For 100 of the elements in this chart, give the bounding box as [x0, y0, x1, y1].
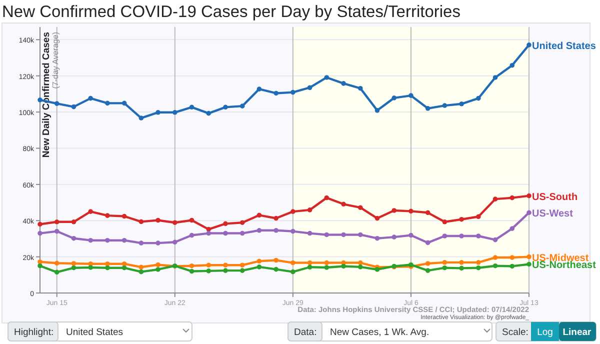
- point: [307, 85, 312, 90]
- point: [341, 202, 346, 207]
- point: [71, 265, 76, 270]
- point: [526, 193, 532, 198]
- point: [459, 102, 464, 106]
- point: [274, 228, 278, 233]
- point: [189, 268, 194, 274]
- point: [526, 254, 532, 260]
- point: [189, 218, 194, 223]
- chart-title: New Confirmed COVID-19 Cases per Day by States/Territories: [2, 3, 460, 21]
- point: [54, 228, 60, 234]
- point: [71, 261, 76, 266]
- point: [223, 230, 228, 236]
- point: [223, 104, 228, 110]
- point: [392, 234, 397, 240]
- series-label: US-Northeast: [532, 260, 597, 272]
- point: [256, 264, 262, 270]
- point: [138, 264, 144, 270]
- point: [459, 266, 464, 271]
- point: [240, 268, 245, 273]
- point: [88, 265, 93, 270]
- point: [223, 262, 228, 268]
- point: [374, 108, 380, 113]
- point: [307, 230, 312, 236]
- point: [156, 218, 160, 223]
- point: [256, 86, 262, 92]
- point: [408, 93, 414, 98]
- point: [290, 228, 296, 234]
- point: [341, 81, 346, 86]
- point: [425, 106, 430, 111]
- point: [122, 238, 127, 243]
- point: [256, 258, 262, 264]
- point: [442, 265, 448, 270]
- point: [240, 104, 245, 108]
- point: [476, 260, 481, 265]
- point: [408, 232, 414, 238]
- point: [392, 96, 397, 100]
- point: [492, 75, 498, 80]
- point: [122, 100, 127, 106]
- point: [172, 110, 178, 115]
- point: [510, 264, 515, 269]
- point: [324, 195, 330, 200]
- point: [307, 260, 312, 266]
- point: [88, 96, 93, 101]
- point: [476, 234, 481, 238]
- point: [459, 234, 464, 238]
- series-label: United States: [532, 40, 596, 52]
- point: [425, 210, 430, 216]
- point: [54, 270, 60, 275]
- scale-toggle: Scale: Log Linear: [496, 322, 596, 342]
- point: [442, 219, 448, 224]
- point: [223, 221, 228, 226]
- point: [71, 219, 76, 224]
- point: [510, 255, 515, 260]
- point: [138, 269, 144, 274]
- point: [307, 264, 312, 270]
- point: [88, 209, 93, 214]
- point: [189, 104, 194, 110]
- point: [492, 237, 498, 242]
- point: [341, 264, 346, 269]
- point: [492, 263, 498, 268]
- point: [105, 100, 110, 106]
- point: [408, 208, 414, 214]
- point: [290, 260, 296, 266]
- point: [172, 220, 178, 226]
- point: [189, 232, 194, 238]
- point: [274, 90, 278, 96]
- point: [442, 234, 448, 238]
- point: [105, 238, 110, 243]
- point: [341, 232, 346, 238]
- point: [206, 230, 212, 236]
- point: [156, 240, 160, 246]
- point: [88, 238, 93, 243]
- point: [240, 220, 245, 226]
- point: [442, 260, 448, 265]
- series-label: US-South: [532, 192, 578, 203]
- point: [274, 216, 278, 221]
- point: [510, 195, 515, 200]
- point: [38, 98, 42, 102]
- point: [71, 236, 76, 241]
- series-label: US-West: [532, 208, 574, 220]
- point: [206, 262, 212, 268]
- point: [358, 264, 363, 270]
- point: [290, 90, 296, 95]
- point: [38, 263, 42, 268]
- point: [358, 260, 363, 266]
- point: [476, 214, 481, 220]
- point: [324, 265, 330, 270]
- point: [425, 240, 430, 246]
- point: [526, 262, 532, 267]
- point: [256, 228, 262, 233]
- point: [38, 222, 42, 227]
- point: [374, 216, 380, 221]
- point: [189, 263, 194, 268]
- point: [105, 213, 110, 218]
- point: [138, 116, 144, 120]
- point: [510, 62, 515, 68]
- point: [425, 268, 430, 273]
- point: [206, 268, 212, 274]
- point: [459, 260, 464, 265]
